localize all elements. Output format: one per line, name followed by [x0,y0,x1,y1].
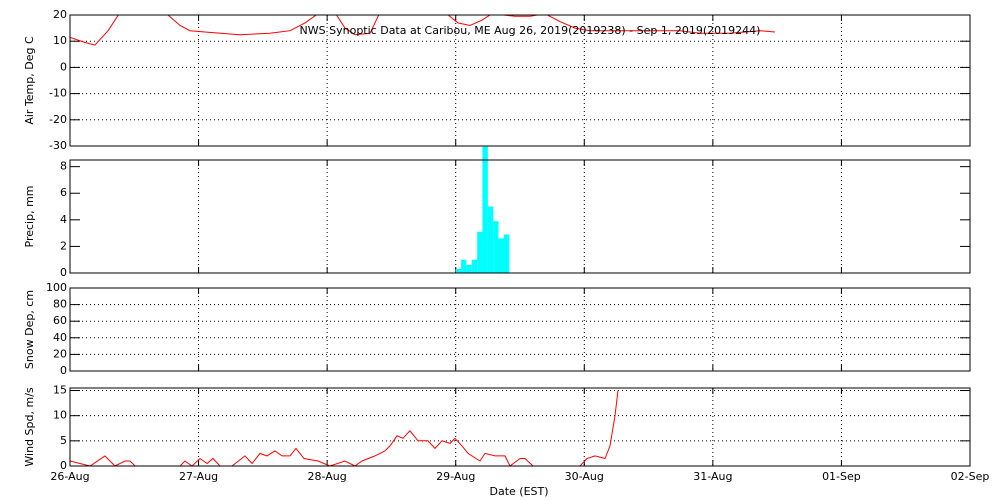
x-tick-label: 31-Aug [693,470,732,483]
y-tick-label: 40 [53,331,67,344]
panel: 0 20 40 60 80 100 Snow Dep, cm [23,281,971,377]
bar [493,221,499,273]
bar [471,259,478,273]
data-line [70,390,619,466]
y-axis-label: Snow Dep, cm [23,290,36,369]
y-tick-label: 5 [60,434,67,447]
data-line [70,15,776,46]
plot-frame [69,159,971,274]
bar [461,259,467,273]
y-tick-label: -20 [49,113,67,126]
y-tick-label: 2 [60,239,67,252]
y-tick-label: 10 [53,409,67,422]
bar [503,234,510,273]
bar [487,206,494,273]
y-tick-label: 20 [53,8,67,21]
y-tick-label: 0 [60,459,67,472]
bar [466,265,472,273]
plot-frame [69,14,971,147]
bar [455,269,462,273]
y-tick-label: 15 [53,384,67,397]
y-tick-label: 0 [60,266,67,279]
x-tick-label: 02-Sep [951,470,990,483]
y-tick-label: 10 [53,34,67,47]
y-tick-label: -30 [49,139,67,152]
y-tick-label: 0 [60,60,67,73]
x-tick-label: 29-Aug [436,470,475,483]
x-tick-label: 26-Aug [50,470,89,483]
plot-frame [69,387,971,467]
chart-title: NWS Synoptic Data at Caribou, ME Aug 26,… [300,24,761,37]
x-tick-label: 27-Aug [179,470,218,483]
bar [477,231,483,273]
x-tick-label: 01-Sep [822,470,861,483]
y-tick-label: 6 [60,186,67,199]
plot-frame [69,287,971,372]
y-axis-label: Precip, mm [23,186,36,248]
y-tick-label: 80 [53,298,67,311]
y-tick-label: 20 [53,347,67,360]
x-axis-label: Date (EST) [489,485,548,498]
y-tick-label: -10 [49,87,67,100]
y-tick-label: 60 [53,314,67,327]
x-tick-label: 28-Aug [308,470,347,483]
y-axis-label: Wind Spd, m/s [23,387,36,467]
bar [498,238,504,273]
y-tick-label: 100 [46,281,67,294]
plots: -30 -20 -10 0 10 20 Air Temp, Deg C 0 2 4 6 8 Precip… [23,8,989,483]
panel: 0 2 4 6 8 Precip, mm [23,146,971,279]
y-tick-label: 4 [60,213,67,226]
panel: 0 5 10 15 Wind Spd, m/s 26-Aug 27-Aug 28-Aug 29-… [23,384,989,483]
panel: -30 -20 -10 0 10 20 Air Temp, Deg C [23,8,971,152]
bar [482,146,488,273]
y-tick-label: 8 [60,160,67,173]
y-tick-label: 0 [60,364,67,377]
x-tick-label: 30-Aug [565,470,604,483]
y-axis-label: Air Temp, Deg C [23,36,36,125]
